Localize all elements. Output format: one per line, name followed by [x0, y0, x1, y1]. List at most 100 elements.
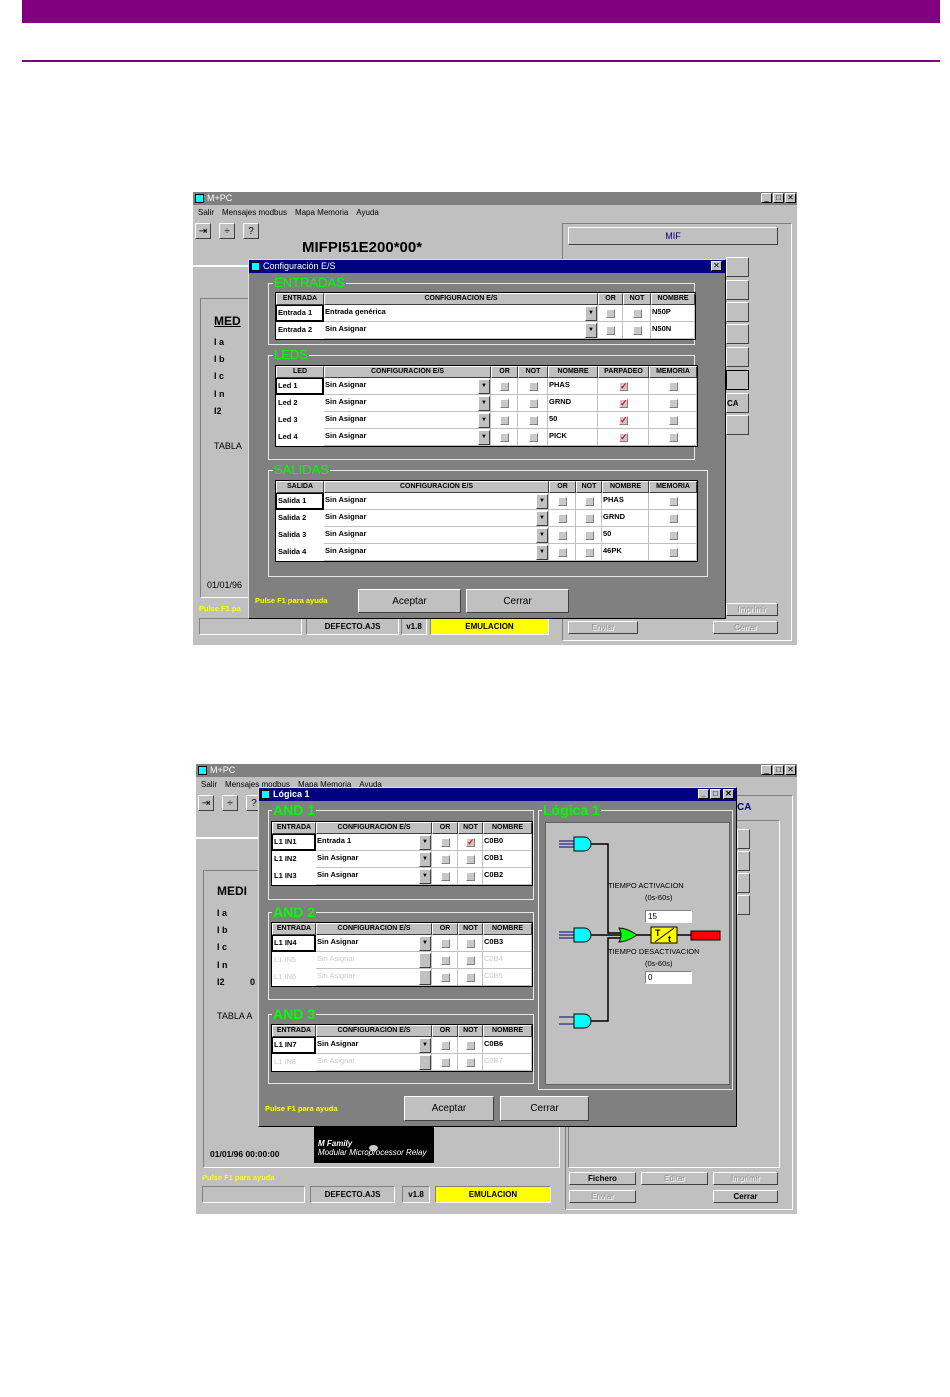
memoria-checkbox-cell[interactable]: [649, 510, 697, 527]
row-name-cell[interactable]: L1 IN3: [272, 868, 316, 885]
checkbox-icon[interactable]: [500, 399, 509, 408]
row-name-cell[interactable]: L1 IN4: [272, 935, 316, 952]
memoria-checkbox-cell[interactable]: [649, 395, 697, 412]
side-button-3[interactable]: [726, 302, 749, 322]
checkbox-icon[interactable]: [558, 531, 567, 540]
menu-mapa-memoria[interactable]: Mapa Memoria: [297, 780, 352, 789]
enviar-button[interactable]: Enviar: [569, 1190, 636, 1203]
not-checkbox-cell[interactable]: [518, 412, 548, 429]
side-button-4[interactable]: [737, 895, 750, 915]
checkbox-icon[interactable]: [466, 872, 475, 881]
checkbox-icon[interactable]: [466, 939, 475, 948]
or-checkbox-cell[interactable]: [491, 395, 518, 412]
dropdown-arrow-icon[interactable]: ▼: [419, 936, 431, 951]
checked-checkbox-icon[interactable]: ✓: [466, 837, 475, 847]
side-button-2[interactable]: [737, 851, 750, 871]
or-checkbox-cell[interactable]: [432, 952, 458, 969]
row-name-cell[interactable]: Led 2: [276, 395, 324, 412]
config-dropdown[interactable]: Entrada 1 ▼: [316, 834, 432, 851]
side-button-1[interactable]: [737, 829, 750, 849]
config-dropdown[interactable]: Sin Asignar ▼: [316, 1054, 432, 1071]
exit-tool-icon[interactable]: ⇥: [195, 223, 211, 239]
checkbox-icon[interactable]: [528, 399, 538, 408]
not-checkbox-cell[interactable]: [623, 305, 651, 322]
checked-checkbox-icon[interactable]: ✓: [619, 415, 628, 425]
config-dropdown[interactable]: Sin Asignar ▼: [324, 429, 491, 446]
row-name-cell[interactable]: Salida 4: [276, 544, 324, 561]
checkbox-icon[interactable]: [558, 514, 567, 523]
deactivation-time-input[interactable]: 0: [645, 971, 692, 984]
maximize-button-2[interactable]: □: [773, 765, 784, 775]
or-checkbox-cell[interactable]: [491, 412, 518, 429]
side-button-4[interactable]: [726, 324, 749, 344]
row-name-cell[interactable]: L1 IN5: [272, 952, 316, 969]
checkbox-icon[interactable]: [584, 548, 594, 557]
close-button-2[interactable]: ✕: [785, 765, 796, 775]
row-name-cell[interactable]: L1 IN2: [272, 851, 316, 868]
dropdown-arrow-icon[interactable]: ▼: [478, 379, 490, 394]
checkbox-icon[interactable]: [558, 548, 567, 557]
checkbox-icon[interactable]: [668, 531, 678, 540]
config-dropdown[interactable]: Sin Asignar ▼: [324, 412, 491, 429]
checkbox-icon[interactable]: [606, 326, 615, 335]
side-button-5[interactable]: [726, 347, 749, 367]
dialog-minimize-button[interactable]: _: [698, 789, 709, 799]
or-checkbox-cell[interactable]: [432, 1037, 458, 1054]
dropdown-arrow-icon[interactable]: ▼: [478, 396, 490, 411]
checkbox-icon[interactable]: [466, 973, 475, 982]
config-dropdown[interactable]: Sin Asignar ▼: [316, 851, 432, 868]
row-name-cell[interactable]: Entrada 1: [276, 305, 324, 322]
config-dropdown[interactable]: Sin Asignar ▼: [316, 952, 432, 969]
checkbox-icon[interactable]: [528, 433, 538, 442]
dropdown-arrow-icon[interactable]: ▼: [478, 413, 490, 428]
parpadeo-checkbox-cell[interactable]: ✓: [598, 412, 649, 429]
checkbox-icon[interactable]: [668, 416, 678, 425]
row-name-cell[interactable]: L1 IN1: [272, 834, 316, 851]
not-checkbox-cell[interactable]: [458, 935, 483, 952]
checkbox-icon[interactable]: [500, 382, 509, 391]
dropdown-arrow-icon[interactable]: ▼: [419, 852, 431, 867]
dropdown-arrow-icon[interactable]: ▼: [419, 970, 431, 985]
not-checkbox-cell[interactable]: [518, 429, 548, 446]
checkbox-icon[interactable]: [466, 1041, 475, 1050]
config-dropdown[interactable]: Sin Asignar ▼: [316, 935, 432, 952]
settings-tool-icon[interactable]: ÷: [222, 795, 238, 811]
not-checkbox-cell[interactable]: [458, 1037, 483, 1054]
row-name-cell[interactable]: Led 4: [276, 429, 324, 446]
or-checkbox-cell[interactable]: [598, 305, 623, 322]
checkbox-icon[interactable]: [466, 956, 475, 965]
config-dropdown[interactable]: Sin Asignar ▼: [324, 527, 549, 544]
or-checkbox-cell[interactable]: [432, 1054, 458, 1071]
or-checkbox-cell[interactable]: [432, 935, 458, 952]
memoria-checkbox-cell[interactable]: [649, 527, 697, 544]
memoria-checkbox-cell[interactable]: [649, 429, 697, 446]
checked-checkbox-icon[interactable]: ✓: [619, 398, 628, 408]
config-dropdown[interactable]: Sin Asignar ▼: [324, 544, 549, 561]
checkbox-icon[interactable]: [632, 326, 642, 335]
activation-time-input[interactable]: 15: [645, 910, 692, 923]
dialog-maximize-button[interactable]: □: [710, 789, 721, 799]
checkbox-icon[interactable]: [500, 433, 509, 442]
not-checkbox-cell[interactable]: [518, 378, 548, 395]
dropdown-arrow-icon[interactable]: ▼: [585, 306, 597, 321]
dropdown-arrow-icon[interactable]: ▼: [478, 430, 490, 445]
config-dropdown[interactable]: Sin Asignar ▼: [316, 868, 432, 885]
checkbox-icon[interactable]: [528, 382, 538, 391]
side-button-1[interactable]: [726, 257, 749, 277]
checkbox-icon[interactable]: [466, 1058, 475, 1067]
close-button[interactable]: ✕: [785, 193, 796, 203]
checkbox-icon[interactable]: [584, 497, 594, 506]
menu-mensajes-modbus[interactable]: Mensajes modbus: [222, 208, 287, 217]
checkbox-icon[interactable]: [440, 973, 450, 982]
config-dropdown[interactable]: Sin Asignar ▼: [324, 378, 491, 395]
or-checkbox-cell[interactable]: [549, 510, 576, 527]
config-dropdown[interactable]: Sin Asignar ▼: [324, 510, 549, 527]
side-button-2[interactable]: [726, 280, 749, 300]
not-checkbox-cell[interactable]: [623, 322, 651, 339]
not-checkbox-cell[interactable]: [518, 395, 548, 412]
checkbox-icon[interactable]: [440, 956, 450, 965]
parpadeo-checkbox-cell[interactable]: ✓: [598, 429, 649, 446]
menu-mapa-memoria[interactable]: Mapa Memoria: [294, 208, 349, 217]
ca-button[interactable]: CA: [726, 393, 749, 413]
not-checkbox-cell[interactable]: [576, 493, 602, 510]
